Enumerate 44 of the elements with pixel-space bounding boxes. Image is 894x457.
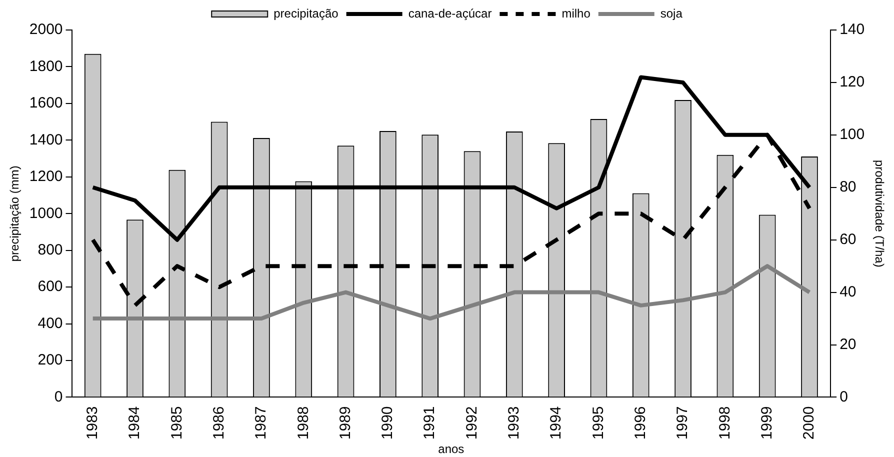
y-tick-label: 1800 [29, 58, 63, 75]
x-tick-label: 1998 [716, 406, 734, 440]
legend-label: milho [562, 6, 591, 20]
x-tick-label: 1983 [84, 406, 101, 440]
y-tick-label: 600 [38, 278, 63, 296]
x-tick-label: 1993 [506, 406, 523, 440]
x-tick-label: 1984 [126, 406, 144, 440]
y-axis-title: precipitação (mm) [8, 166, 22, 262]
y-tick-label: 2000 [29, 21, 63, 38]
x-tick-label: 1999 [758, 406, 776, 440]
y2-tick-label: 120 [840, 74, 865, 91]
y-tick-label: 400 [38, 314, 63, 332]
x-tick-label: 1990 [379, 406, 396, 440]
x-tick-label: 1997 [674, 406, 692, 440]
y-tick-label: 1200 [29, 168, 63, 186]
y2-tick-label: 100 [840, 126, 865, 144]
y2-tick-label: 40 [840, 283, 856, 300]
y2-axis-title: produtividade (T/ha) [872, 160, 886, 268]
x-tick-label: 1989 [336, 406, 354, 440]
x-tick-label: 1992 [463, 406, 480, 440]
x-tick-label: 1986 [210, 406, 228, 440]
x-tick-label: 1995 [590, 406, 607, 440]
y2-tick-label: 80 [840, 178, 856, 196]
x-tick-label: 1988 [294, 406, 312, 440]
y2-tick-label: 20 [840, 336, 856, 353]
y-tick-label: 1400 [29, 131, 63, 148]
x-tick-label: 1996 [632, 406, 650, 440]
y2-tick-label: 140 [840, 21, 865, 38]
legend-label: precipitação [274, 6, 339, 20]
y-tick-label: 800 [38, 241, 63, 258]
y-tick-label: 1600 [29, 94, 63, 112]
x-axis-title: anos [438, 442, 464, 456]
y-tick-label: 0 [54, 388, 63, 406]
x-tick-label: 2000 [800, 406, 818, 440]
legend-label: cana-de-açúcar [408, 6, 492, 20]
y2-tick-label: 60 [840, 230, 856, 248]
y-tick-label: 1000 [29, 204, 63, 222]
legend-label: soja [660, 6, 683, 20]
x-tick-label: 1985 [168, 406, 186, 440]
y-tick-label: 200 [38, 352, 63, 369]
x-tick-label: 1987 [252, 406, 270, 440]
x-tick-label: 1994 [548, 406, 565, 440]
x-tick-label: 1991 [421, 406, 438, 440]
y2-tick-label: 0 [840, 388, 848, 406]
